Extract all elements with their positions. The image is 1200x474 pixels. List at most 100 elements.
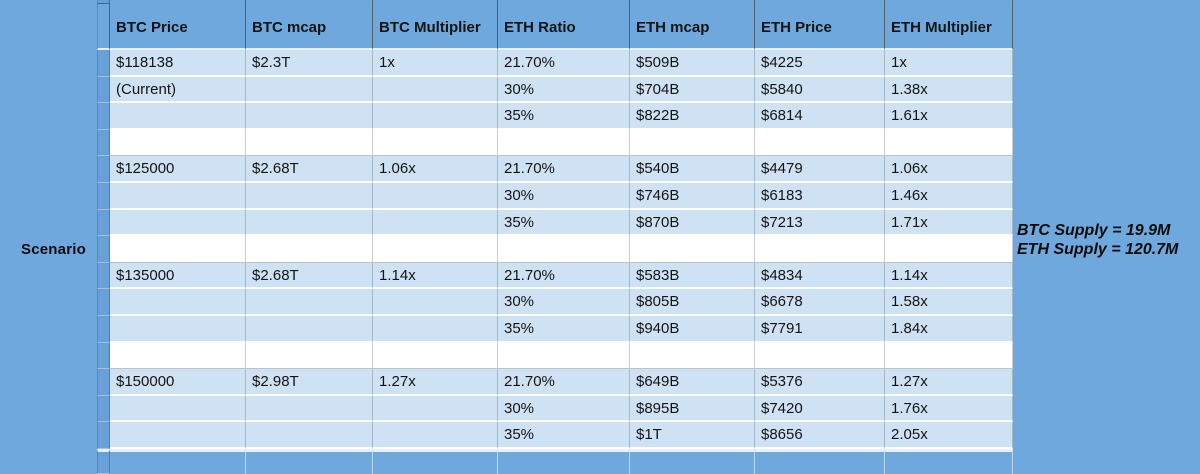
table-cell[interactable] (373, 129, 498, 157)
table-cell[interactable] (110, 209, 246, 237)
table-cell[interactable] (110, 315, 246, 343)
table-cell[interactable] (246, 103, 373, 130)
table-cell[interactable]: 1.14x (373, 262, 498, 290)
table-cell[interactable] (498, 129, 630, 157)
table-cell[interactable] (373, 103, 498, 130)
table-cell[interactable]: 1x (373, 50, 498, 77)
table-cell[interactable] (373, 422, 498, 449)
table-cell[interactable] (110, 342, 246, 370)
table-cell[interactable]: 1.27x (885, 369, 1013, 396)
table-cell[interactable] (755, 342, 885, 370)
table-cell[interactable]: 1.06x (885, 156, 1013, 183)
table-cell[interactable]: $746B (630, 182, 755, 210)
column-header[interactable]: BTC Multiplier (373, 4, 498, 50)
table-cell[interactable] (373, 448, 498, 474)
table-cell[interactable]: $135000 (110, 262, 246, 290)
table-cell[interactable]: $5840 (755, 76, 885, 104)
table-cell[interactable]: 21.70% (498, 262, 630, 290)
table-cell[interactable]: 2.05x (885, 422, 1013, 449)
table-cell[interactable] (246, 342, 373, 370)
table-cell[interactable] (755, 129, 885, 157)
table-cell[interactable]: $118138 (110, 50, 246, 77)
table-cell[interactable] (373, 395, 498, 423)
table-cell[interactable] (246, 448, 373, 474)
column-header[interactable]: BTC mcap (246, 4, 373, 50)
table-cell[interactable] (630, 236, 755, 263)
table-cell[interactable]: $895B (630, 395, 755, 423)
table-cell[interactable]: $870B (630, 209, 755, 237)
table-cell[interactable]: $6183 (755, 182, 885, 210)
table-cell[interactable] (885, 129, 1013, 157)
table-cell[interactable]: 21.70% (498, 50, 630, 77)
table-cell[interactable]: 30% (498, 76, 630, 104)
table-cell[interactable]: $125000 (110, 156, 246, 183)
table-cell[interactable] (373, 342, 498, 370)
table-cell[interactable] (110, 448, 246, 474)
table-cell[interactable] (246, 182, 373, 210)
table-cell[interactable]: $822B (630, 103, 755, 130)
table-cell[interactable]: $2.68T (246, 262, 373, 290)
table-cell[interactable]: $649B (630, 369, 755, 396)
table-cell[interactable]: $583B (630, 262, 755, 290)
table-cell[interactable]: 1.46x (885, 182, 1013, 210)
table-cell[interactable]: 35% (498, 422, 630, 449)
table-cell[interactable] (373, 182, 498, 210)
table-cell[interactable] (885, 342, 1013, 370)
table-cell[interactable]: 30% (498, 182, 630, 210)
column-header[interactable]: ETH Price (755, 4, 885, 50)
table-cell[interactable] (110, 422, 246, 449)
table-cell[interactable]: $2.98T (246, 369, 373, 396)
table-cell[interactable] (246, 209, 373, 237)
table-cell[interactable]: $2.3T (246, 50, 373, 77)
column-header[interactable]: BTC Price (110, 4, 246, 50)
table-cell[interactable] (110, 129, 246, 157)
table-cell[interactable]: 1.14x (885, 262, 1013, 290)
table-cell[interactable] (885, 448, 1013, 474)
table-cell[interactable] (885, 236, 1013, 263)
table-cell[interactable]: 1.61x (885, 103, 1013, 130)
table-cell[interactable]: $4479 (755, 156, 885, 183)
table-cell[interactable]: 1.27x (373, 369, 498, 396)
table-cell[interactable]: $704B (630, 76, 755, 104)
table-cell[interactable] (373, 315, 498, 343)
table-cell[interactable] (630, 448, 755, 474)
table-cell[interactable] (755, 448, 885, 474)
table-cell[interactable]: 30% (498, 395, 630, 423)
table-cell[interactable]: $7420 (755, 395, 885, 423)
table-cell[interactable]: 35% (498, 103, 630, 130)
table-cell[interactable] (373, 236, 498, 263)
table-cell[interactable]: 1.76x (885, 395, 1013, 423)
column-header[interactable]: ETH Multiplier (885, 4, 1013, 50)
table-cell[interactable]: $5376 (755, 369, 885, 396)
table-cell[interactable] (246, 315, 373, 343)
table-cell[interactable]: $2.68T (246, 156, 373, 183)
table-cell[interactable] (246, 236, 373, 263)
table-cell[interactable]: (Current) (110, 76, 246, 104)
table-cell[interactable] (630, 129, 755, 157)
table-cell[interactable]: $150000 (110, 369, 246, 396)
table-cell[interactable]: $540B (630, 156, 755, 183)
table-cell[interactable]: 1.84x (885, 315, 1013, 343)
table-cell[interactable]: $4834 (755, 262, 885, 290)
table-cell[interactable]: $940B (630, 315, 755, 343)
table-cell[interactable]: 35% (498, 209, 630, 237)
table-cell[interactable]: $1T (630, 422, 755, 449)
column-header[interactable]: ETH mcap (630, 4, 755, 50)
table-cell[interactable] (110, 289, 246, 316)
table-cell[interactable]: $805B (630, 289, 755, 316)
table-cell[interactable] (630, 342, 755, 370)
table-cell[interactable]: $6678 (755, 289, 885, 316)
table-cell[interactable]: $8656 (755, 422, 885, 449)
table-cell[interactable]: 21.70% (498, 156, 630, 183)
table-cell[interactable]: 1.71x (885, 209, 1013, 237)
table-cell[interactable] (246, 76, 373, 104)
table-cell[interactable]: 1.06x (373, 156, 498, 183)
table-cell[interactable] (498, 236, 630, 263)
table-cell[interactable] (110, 395, 246, 423)
table-cell[interactable] (246, 422, 373, 449)
column-header[interactable]: ETH Ratio (498, 4, 630, 50)
table-cell[interactable] (110, 182, 246, 210)
table-cell[interactable] (755, 236, 885, 263)
table-cell[interactable] (498, 448, 630, 474)
table-cell[interactable]: 1x (885, 50, 1013, 77)
